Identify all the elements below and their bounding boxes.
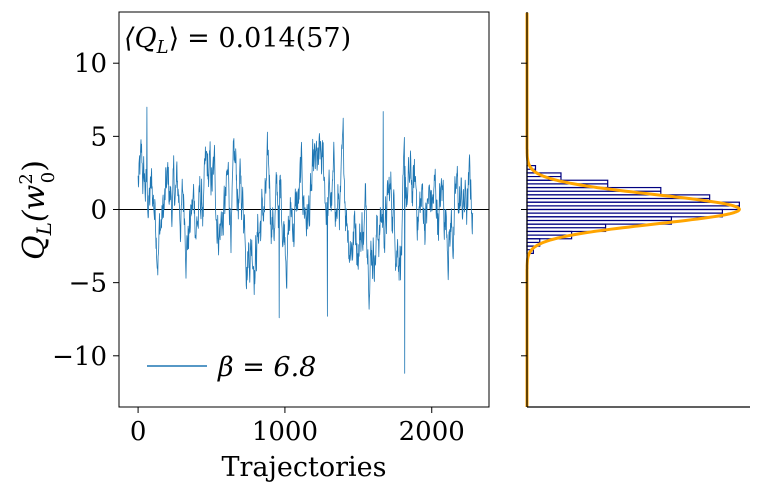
mean-annotation: ⟨QL⟩ = 0.014(57) xyxy=(124,23,351,58)
x-tick-label: 2000 xyxy=(399,417,465,447)
y-tick-label: 5 xyxy=(90,122,107,152)
histogram-bars xyxy=(526,165,740,254)
y-tick-label: 10 xyxy=(74,49,107,79)
histogram-y-ticks xyxy=(521,62,527,357)
y-tick-label: 0 xyxy=(90,196,107,226)
y-tick-label: −10 xyxy=(52,342,107,372)
legend-label-beta-6-8: β = 6.8 xyxy=(217,352,316,383)
y-axis-label: QL(w20) xyxy=(16,160,59,260)
y-axis-ticks: 10 5 0 −5 −10 xyxy=(52,49,119,372)
x-axis-ticks: 0 1000 2000 xyxy=(130,407,465,447)
histogram-plot xyxy=(521,12,750,408)
x-tick-label: 1000 xyxy=(252,417,318,447)
x-tick-label: 0 xyxy=(130,417,147,447)
y-tick-label: −5 xyxy=(69,269,107,299)
legend: β = 6.8 xyxy=(147,352,316,383)
trajectory-plot: 0 1000 2000 10 5 0 −5 −10 ⟨QL⟩ = 0.014(57) β = … xyxy=(16,11,490,483)
series-line-beta-6-8 xyxy=(137,106,474,374)
x-axis-label: Trajectories xyxy=(222,452,387,483)
trajectory-plot-frame xyxy=(118,11,490,408)
